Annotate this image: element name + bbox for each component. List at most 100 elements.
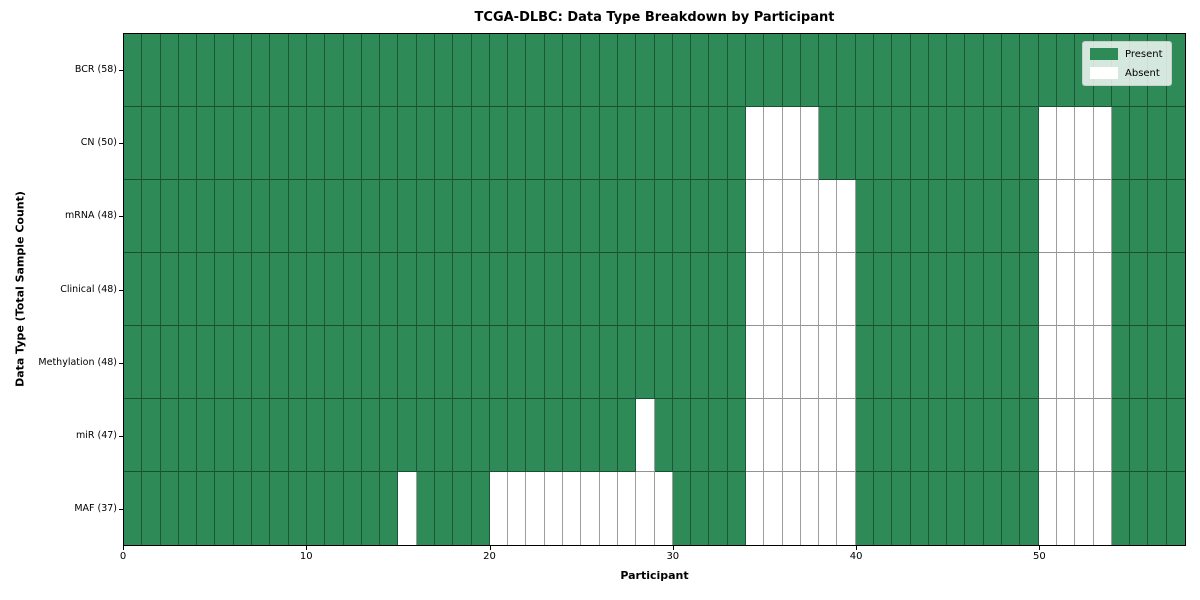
heatmap-cell	[489, 399, 509, 472]
heatmap-cell	[1148, 399, 1167, 472]
heatmap-cell	[983, 326, 1003, 399]
heatmap-cell	[581, 34, 600, 107]
heatmap-cell	[1020, 253, 1039, 326]
heatmap-cell	[398, 326, 417, 399]
heatmap-cell	[380, 326, 399, 399]
heatmap-cell	[691, 34, 710, 107]
heatmap-cell	[782, 34, 801, 107]
heatmap-cell	[599, 34, 618, 107]
heatmap-cell	[489, 326, 509, 399]
x-tick-mark	[123, 546, 124, 550]
heatmap-cell	[1111, 253, 1131, 326]
heatmap-cell	[965, 326, 984, 399]
heatmap-cell	[453, 326, 472, 399]
heatmap-cell	[1093, 326, 1112, 399]
heatmap-cell	[599, 253, 618, 326]
heatmap-cell	[471, 326, 490, 399]
heatmap-cell	[270, 326, 289, 399]
heatmap-cell	[544, 107, 564, 180]
heatmap-cell	[819, 399, 838, 472]
heatmap-cell	[544, 326, 564, 399]
heatmap-cell	[855, 34, 875, 107]
heatmap-cell	[1166, 180, 1185, 253]
heatmap-cell	[508, 472, 527, 545]
heatmap-cell	[215, 107, 234, 180]
heatmap-cell	[636, 399, 655, 472]
heatmap-cell	[874, 253, 893, 326]
heatmap-cell	[1002, 253, 1021, 326]
heatmap-cell	[654, 326, 673, 399]
y-tick-mark	[119, 362, 123, 364]
heatmap-cell	[910, 399, 929, 472]
heatmap-cell	[654, 472, 673, 545]
heatmap-cell	[489, 472, 509, 545]
heatmap-cell	[124, 180, 143, 253]
heatmap-cell	[709, 399, 728, 472]
heatmap-cell	[270, 34, 289, 107]
heatmap-cell	[197, 472, 216, 545]
heatmap-cell	[837, 399, 856, 472]
heatmap-cell	[599, 326, 618, 399]
heatmap-cell	[215, 472, 234, 545]
heatmap-cell	[928, 107, 948, 180]
heatmap-cell	[782, 107, 801, 180]
present-swatch-icon	[1090, 48, 1118, 60]
heatmap-cell	[1002, 180, 1021, 253]
heatmap-cell	[691, 107, 710, 180]
heatmap-cell	[416, 180, 435, 253]
legend-label-present: Present	[1125, 48, 1163, 60]
heatmap-cell	[270, 253, 289, 326]
heatmap-cell	[306, 34, 326, 107]
heatmap-cell	[1130, 326, 1149, 399]
heatmap-cell	[1130, 253, 1149, 326]
heatmap-cell	[178, 34, 198, 107]
y-tick-label: miR (47)	[75, 430, 117, 442]
heatmap-cell	[197, 34, 216, 107]
heatmap-cell	[745, 180, 765, 253]
legend: Present Absent	[1082, 41, 1172, 86]
heatmap-cell	[1130, 399, 1149, 472]
heatmap-cell	[343, 107, 362, 180]
heatmap-cell	[892, 180, 911, 253]
heatmap-cell	[837, 180, 856, 253]
heatmap-cell	[947, 253, 966, 326]
heatmap-cell	[434, 472, 454, 545]
heatmap-cell	[325, 180, 344, 253]
heatmap-cell	[489, 34, 509, 107]
x-tick-mark	[672, 546, 674, 550]
heatmap-cell	[837, 326, 856, 399]
heatmap-cell	[800, 326, 820, 399]
heatmap-cell	[398, 180, 417, 253]
heatmap-cell	[416, 107, 435, 180]
heatmap-cell	[636, 472, 655, 545]
heatmap-cell	[416, 326, 435, 399]
heatmap-plot	[123, 33, 1186, 546]
heatmap-cell	[398, 399, 417, 472]
heatmap-cell	[1056, 107, 1076, 180]
heatmap-cell	[453, 472, 472, 545]
heatmap-cell	[1038, 326, 1057, 399]
heatmap-cell	[1002, 107, 1021, 180]
heatmap-cell	[288, 399, 307, 472]
heatmap-cell	[910, 107, 929, 180]
heatmap-cell	[563, 326, 582, 399]
heatmap-cell	[197, 180, 216, 253]
heatmap-cell	[928, 399, 948, 472]
heatmap-cell	[142, 399, 161, 472]
heatmap-cell	[233, 180, 253, 253]
heatmap-cell	[526, 399, 545, 472]
heatmap-cell	[508, 399, 527, 472]
heatmap-cell	[874, 326, 893, 399]
heatmap-cell	[581, 326, 600, 399]
heatmap-cell	[270, 180, 289, 253]
y-tick-label: Clinical (48)	[60, 283, 117, 295]
heatmap-cell	[160, 107, 179, 180]
heatmap-cell	[270, 399, 289, 472]
heatmap-cell	[471, 253, 490, 326]
heatmap-cell	[1148, 472, 1167, 545]
heatmap-cell	[910, 34, 929, 107]
heatmap-cell	[764, 253, 783, 326]
heatmap-cell	[745, 34, 765, 107]
heatmap-cell	[910, 472, 929, 545]
heatmap-cell	[727, 399, 746, 472]
